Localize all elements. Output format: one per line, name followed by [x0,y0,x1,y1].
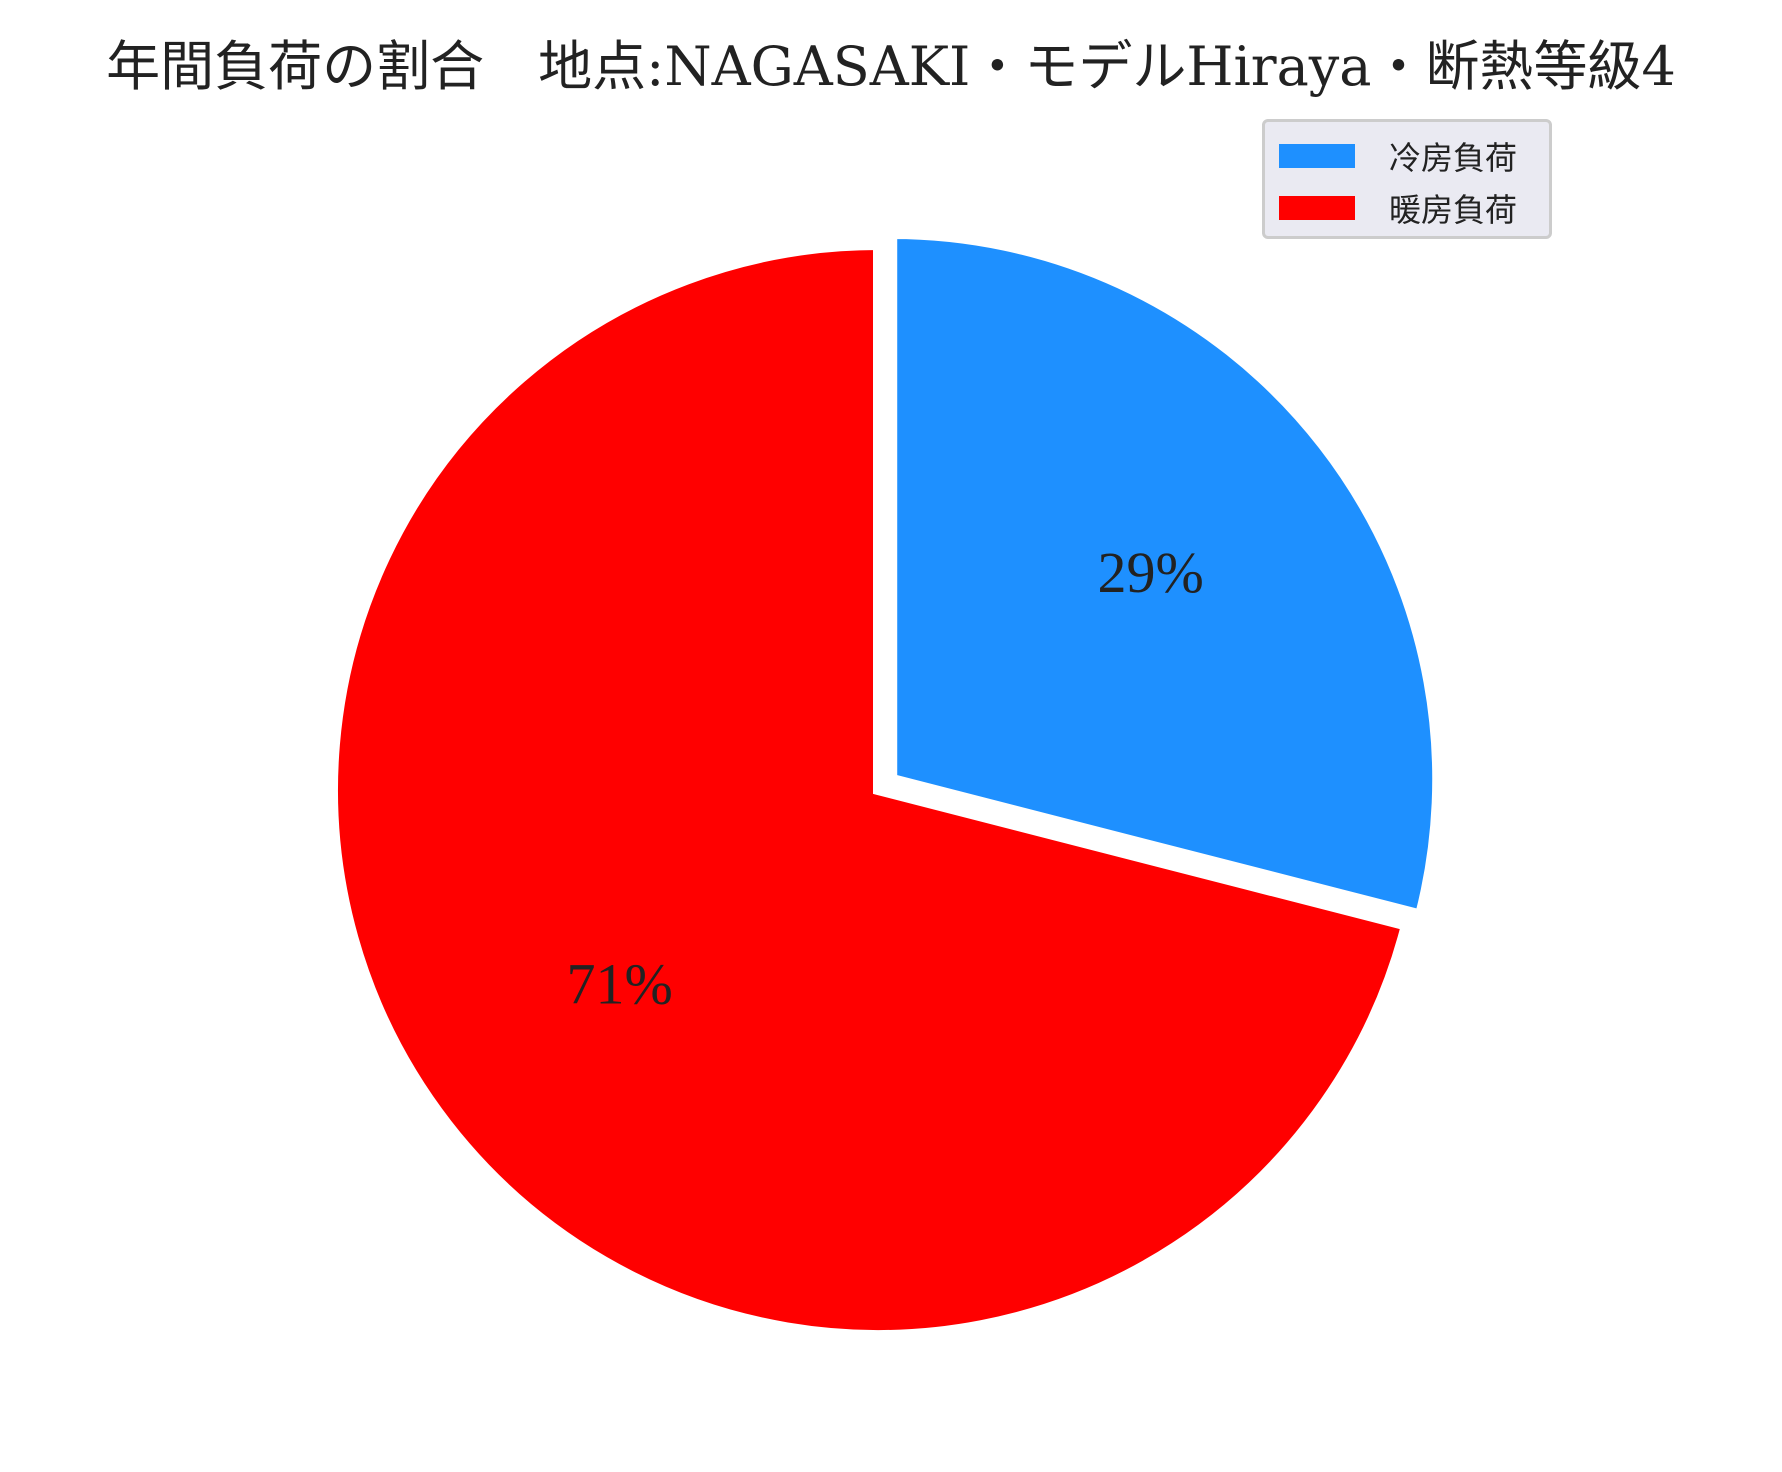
legend-swatch-cooling [1279,144,1355,168]
legend: 冷房負荷 暖房負荷 [1262,119,1552,239]
legend-label-heating: 暖房負荷 [1389,191,1518,229]
pie-slice-label-cooling: 29% [1097,540,1203,605]
legend-swatch-heating [1279,196,1355,220]
pie-slice-heating [328,239,1412,1340]
pie-slice-label-heating: 71% [566,952,672,1017]
chart-title: 年間負荷の割合 地点:NAGASAKI・モデルHiraya・断熱等級4 [106,35,1676,98]
legend-item-heating: 暖房負荷 [1279,188,1518,229]
legend-item-cooling: 冷房負荷 [1279,136,1518,177]
legend-label-cooling: 冷房負荷 [1389,139,1518,177]
pie-slice-cooling [887,228,1443,921]
